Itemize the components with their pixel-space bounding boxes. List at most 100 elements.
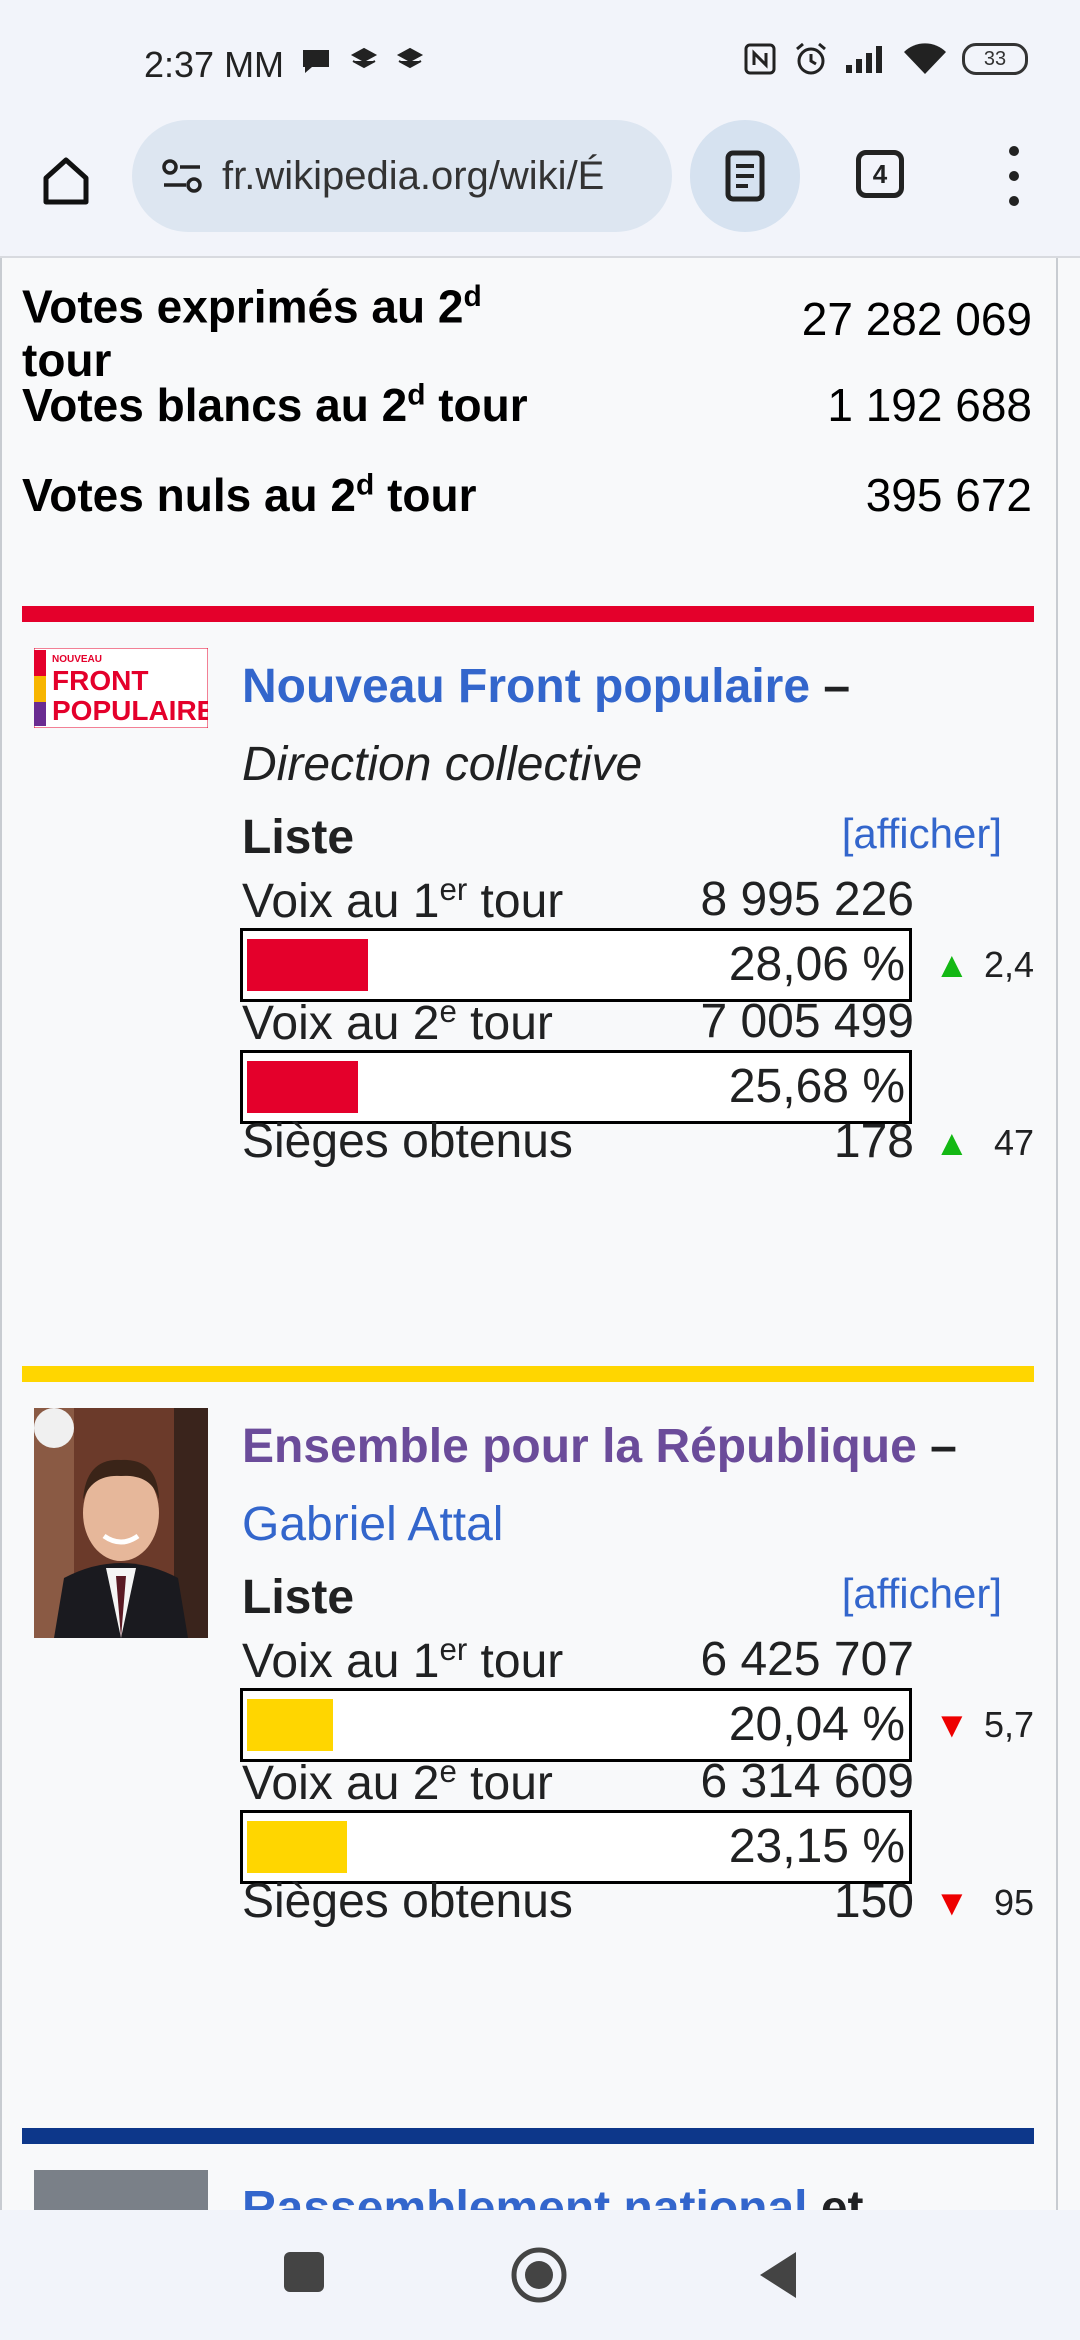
round1-percent-bar: 28,06 %	[240, 928, 912, 1002]
summary-row: Votes exprimés au 2d tour 27 282 069	[22, 270, 1032, 386]
site-settings-icon[interactable]	[160, 156, 204, 196]
table-border	[0, 258, 2, 2210]
signal-icon	[846, 46, 882, 73]
party-color-bar	[22, 1366, 1034, 1382]
liste-row: Liste [afficher]	[242, 1570, 1002, 1630]
nfp-logo-image: NOUVEAU FRONT POPULAIRE	[33, 647, 215, 729]
party-link[interactable]: Ensemble pour la République	[242, 1420, 917, 1473]
party-link[interactable]: Nouveau Front populaire	[242, 660, 811, 713]
round2-percent: 25,68 %	[728, 1060, 905, 1113]
round2-percent-bar: 23,15 %	[240, 1810, 912, 1884]
round2-row: Voix au 2e tour 7 005 499	[242, 994, 914, 1054]
round1-votes: 6 425 707	[700, 1633, 914, 1686]
party-name: Ensemble pour la République – Gabriel At…	[242, 1420, 957, 1551]
liste-label: Liste	[242, 811, 355, 864]
menu-dot	[1009, 171, 1019, 181]
address-bar[interactable]: fr.wikipedia.org/wiki/É	[132, 120, 672, 232]
increase-arrow-icon: ▲	[934, 1122, 970, 1163]
round2-row: Voix au 2e tour 6 314 609	[242, 1754, 914, 1814]
alarm-icon	[796, 42, 826, 75]
tab-switcher-button[interactable]: 4	[856, 150, 904, 198]
recents-button[interactable]	[282, 2250, 326, 2294]
round1-percent: 20,04 %	[728, 1698, 905, 1751]
summary-row: Votes blancs au 2d tour 1 192 688	[22, 378, 1032, 438]
round1-row: Voix au 1er tour 8 995 226	[242, 872, 914, 932]
round2-label: Voix au 2e tour	[242, 1754, 553, 1810]
back-button[interactable]	[756, 2250, 800, 2300]
summary-row: Votes nuls au 2d tour 395 672	[22, 468, 1032, 528]
status-bar: 2:37 MM 33	[0, 0, 1080, 120]
overflow-menu-button[interactable]	[996, 146, 1032, 206]
leader-photo[interactable]	[34, 2170, 208, 2210]
round2-percent: 23,15 %	[728, 1820, 905, 1873]
nfp-logo[interactable]: NOUVEAU FRONT POPULAIRE	[33, 647, 215, 729]
round1-votes: 8 995 226	[700, 873, 914, 926]
svg-text:NOUVEAU: NOUVEAU	[52, 654, 102, 665]
round1-bar-fill	[247, 1699, 333, 1751]
reader-mode-button[interactable]	[690, 120, 800, 232]
reader-mode-icon	[725, 150, 765, 202]
decrease-arrow-icon: ▼	[934, 1882, 970, 1923]
round2-percent-bar: 25,68 %	[240, 1050, 912, 1124]
status-time: 2:37 MM	[144, 44, 285, 85]
seats-value: 178	[833, 1115, 914, 1168]
round1-label: Voix au 1er tour	[242, 1632, 564, 1688]
summary-label: Votes blancs au 2d tour	[22, 378, 528, 431]
system-icons: 33	[742, 40, 1028, 78]
party-link[interactable]: Rassemblement national	[242, 2182, 808, 2210]
browser-toolbar: fr.wikipedia.org/wiki/É 4	[0, 120, 1080, 258]
seats-label: Sièges obtenus	[242, 1875, 573, 1928]
round2-votes: 6 314 609	[700, 1755, 914, 1808]
decrease-arrow-icon: ▼	[934, 1704, 970, 1745]
party-name: Rassemblement national et	[242, 2170, 864, 2210]
round2-label: Voix au 2e tour	[242, 994, 553, 1050]
svg-text:FRONT: FRONT	[52, 665, 148, 696]
home-icon	[43, 157, 89, 205]
round2-bar-fill	[247, 1821, 347, 1873]
round2-bar-fill	[247, 1061, 358, 1113]
seats-value: 150	[833, 1875, 914, 1928]
party-name: Nouveau Front populaire – Direction coll…	[242, 660, 851, 791]
afficher-link[interactable]: [afficher]	[841, 1570, 1002, 1617]
menu-dot	[1009, 196, 1019, 206]
seats-row: Sièges obtenus 178	[242, 1114, 914, 1174]
summary-value: 27 282 069	[801, 293, 1032, 345]
liste-row: Liste [afficher]	[242, 810, 1002, 870]
article-content: Votes exprimés au 2d tour 27 282 069 Vote…	[0, 258, 1080, 2210]
url-text: fr.wikipedia.org/wiki/É	[222, 153, 605, 198]
party-block-ensemble: Ensemble pour la République – Gabriel At…	[22, 1408, 1034, 1928]
round1-row: Voix au 1er tour 6 425 707	[242, 1632, 914, 1692]
summary-label: Votes exprimés au 2d tour	[22, 280, 482, 387]
party-color-bar	[22, 2128, 1034, 2144]
liste-label: Liste	[242, 1571, 355, 1624]
party-color-bar	[22, 606, 1034, 622]
round1-label: Voix au 1er tour	[242, 872, 564, 928]
wifi-icon	[904, 43, 946, 74]
svg-text:POPULAIRE: POPULAIRE	[52, 695, 208, 726]
chat-bubble-icon	[303, 50, 329, 73]
leader-link[interactable]: Gabriel Attal	[242, 1498, 504, 1551]
table-border	[1056, 258, 1058, 2210]
increase-arrow-icon: ▲	[934, 944, 970, 985]
round1-percent: 28,06 %	[728, 938, 905, 991]
home-button[interactable]	[30, 144, 102, 216]
nfc-icon	[744, 43, 776, 75]
portrait-image	[34, 1408, 208, 1638]
seats-row: Sièges obtenus 150	[242, 1874, 914, 1934]
leader-photo[interactable]	[34, 1408, 208, 1638]
seats-label: Sièges obtenus	[242, 1115, 573, 1168]
summary-value: 1 192 688	[827, 379, 1032, 431]
round1-percent-bar: 20,04 %	[240, 1688, 912, 1762]
battery-indicator: 33	[962, 43, 1028, 75]
party-leader: Direction collective	[242, 738, 643, 791]
system-navigation-bar	[0, 2210, 1080, 2340]
afficher-link[interactable]: [afficher]	[841, 810, 1002, 857]
menu-dot	[1009, 146, 1019, 156]
party-block-nfp: NOUVEAU FRONT POPULAIRE Nouveau Front po…	[22, 647, 1034, 1168]
round1-bar-fill	[247, 939, 368, 991]
party-block-rn: Rassemblement national et	[22, 2170, 1034, 2210]
notification-icons	[300, 46, 424, 76]
home-nav-button[interactable]	[510, 2246, 568, 2304]
round2-votes: 7 005 499	[700, 995, 914, 1048]
summary-value: 395 672	[865, 469, 1032, 521]
